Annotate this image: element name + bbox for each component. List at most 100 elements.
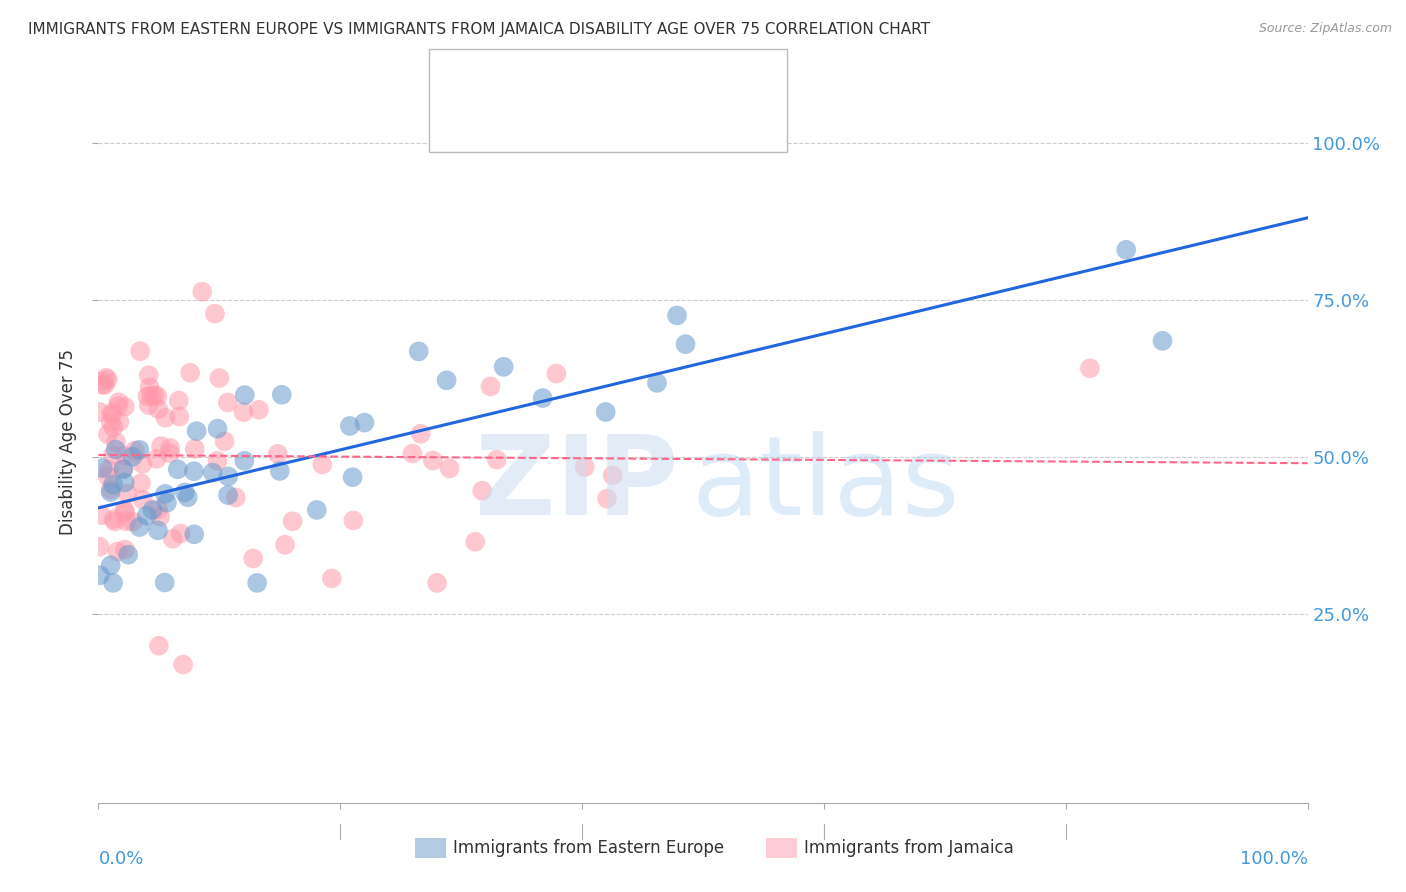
Point (91, 374, 114, 388)
Point (342, 513, 364, 527)
Point (401, 446, 423, 460)
Point (101, 575, 124, 590)
Point (114, 505, 136, 519)
Point (159, 446, 181, 460)
Point (91, 461, 114, 475)
Point (281, 514, 304, 528)
Point (138, 380, 160, 394)
Point (177, 490, 200, 504)
Text: Immigrants from Jamaica: Immigrants from Jamaica (804, 839, 1014, 857)
Point (208, 371, 231, 385)
Point (179, 366, 201, 380)
Point (96, 469, 118, 483)
Point (103, 512, 125, 526)
Point (204, 307, 226, 321)
Point (339, 419, 361, 434)
Point (645, 376, 668, 390)
Point (574, 460, 596, 475)
Point (233, 454, 256, 468)
Point (112, 462, 135, 476)
Point (149, 509, 172, 524)
Point (169, 526, 191, 541)
Point (100, 485, 122, 500)
Point (531, 391, 554, 405)
Point (479, 379, 502, 393)
Point (159, 441, 181, 455)
Point (426, 575, 449, 590)
Point (141, 503, 163, 517)
Text: IMMIGRANTS FROM EASTERN EUROPE VS IMMIGRANTS FROM JAMAICA DISABILITY AGE OVER 75: IMMIGRANTS FROM EASTERN EUROPE VS IMMIGR… (28, 22, 931, 37)
Text: 0.0%: 0.0% (98, 850, 143, 868)
Point (464, 534, 486, 549)
Point (101, 477, 124, 491)
Point (233, 388, 256, 402)
Point (1152, 334, 1174, 348)
Point (155, 410, 177, 425)
Point (89, 568, 111, 582)
Point (436, 373, 458, 387)
Point (100, 483, 122, 497)
Point (311, 458, 333, 472)
Point (101, 406, 124, 420)
Point (100, 408, 122, 422)
Point (274, 538, 297, 552)
Point (138, 368, 160, 383)
Point (675, 337, 697, 351)
Point (217, 395, 239, 409)
Point (138, 398, 160, 412)
Point (150, 439, 173, 453)
Point (143, 388, 166, 402)
Point (167, 393, 190, 408)
Point (136, 389, 159, 403)
Point (135, 508, 157, 523)
Point (270, 388, 292, 402)
Point (186, 424, 208, 438)
Y-axis label: Disability Age Over 75: Disability Age Over 75 (59, 349, 77, 534)
Point (217, 488, 239, 502)
Point (173, 485, 195, 500)
Bar (436, 104, 472, 141)
Point (121, 450, 143, 464)
Point (172, 657, 194, 672)
Point (269, 464, 291, 478)
Text: ZIP: ZIP (475, 432, 679, 539)
Point (1078, 361, 1101, 376)
Point (117, 486, 139, 500)
Point (114, 542, 136, 557)
Point (129, 476, 152, 491)
Point (94, 377, 117, 392)
Point (148, 502, 170, 516)
Point (183, 527, 205, 541)
Point (104, 442, 127, 457)
Point (217, 469, 239, 483)
Text: atlas: atlas (690, 432, 959, 539)
Point (191, 285, 214, 299)
Bar (436, 58, 472, 95)
Point (214, 434, 236, 449)
Point (100, 415, 122, 429)
Point (112, 502, 135, 516)
Point (131, 457, 153, 471)
Point (146, 524, 169, 538)
Text: −0.060: −0.060 (561, 114, 640, 132)
Point (162, 532, 184, 546)
Point (107, 544, 129, 558)
Point (103, 420, 125, 434)
Point (546, 367, 568, 381)
Point (101, 448, 124, 462)
Point (207, 454, 229, 468)
Point (97, 427, 120, 442)
Point (207, 422, 229, 436)
Point (121, 515, 143, 529)
Point (201, 466, 224, 480)
Point (166, 462, 188, 476)
Text: R =: R = (482, 68, 522, 86)
Point (342, 470, 364, 484)
Point (156, 496, 179, 510)
Point (225, 491, 247, 505)
Point (321, 571, 343, 585)
Point (94, 371, 117, 385)
Point (104, 515, 127, 529)
Point (146, 389, 169, 403)
Point (247, 402, 270, 417)
